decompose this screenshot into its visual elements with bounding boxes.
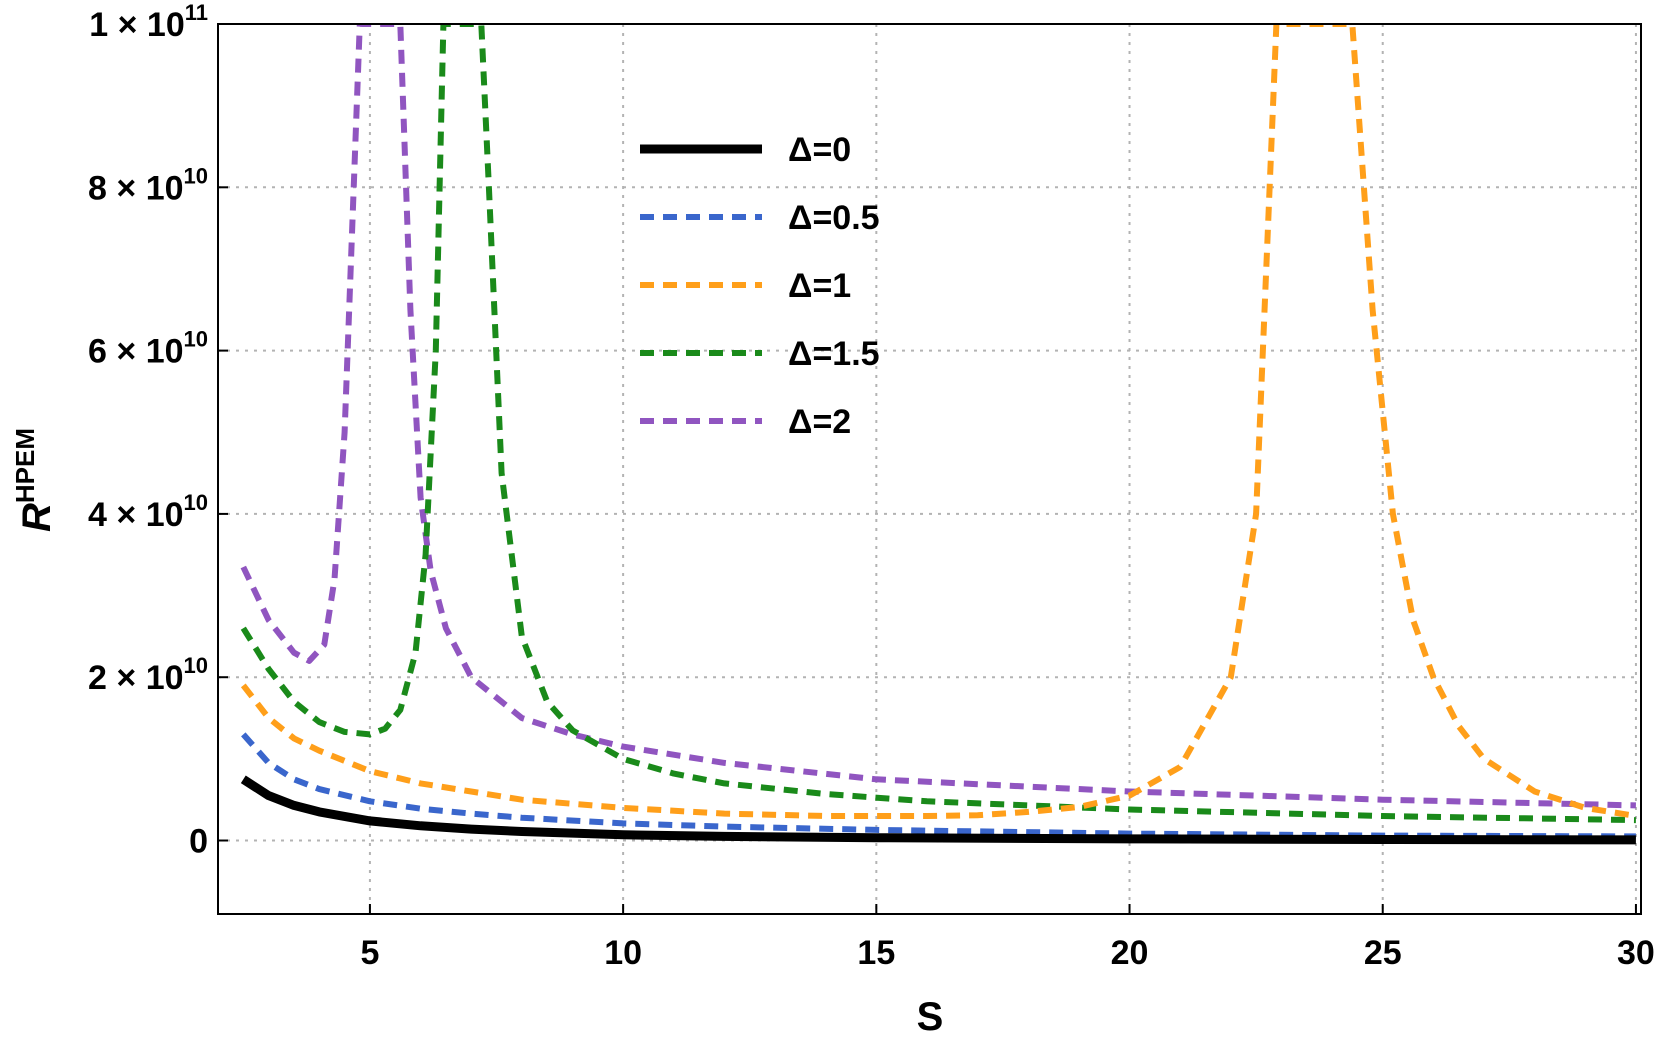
y-axis-ticks: 0 2 × 1010 4 × 1010 6 × 1010 8 × 1010 1 × 101… <box>88 0 228 861</box>
series-line-0 <box>240 775 1636 845</box>
series-line-3 <box>240 24 1636 824</box>
plot-frame <box>217 23 1642 915</box>
y-axis-label-main: R <box>15 503 59 532</box>
x-tick-label: 25 <box>1364 934 1402 972</box>
legend-label-4: Δ=2 <box>788 403 851 441</box>
x-tick-label: 10 <box>604 934 642 972</box>
legend-label-3: Δ=1.5 <box>788 335 880 373</box>
legend-label-1: Δ=0.5 <box>788 199 880 237</box>
y-tick-label: 4 × 1010 <box>88 490 208 534</box>
x-tick-label: 5 <box>360 934 379 972</box>
y-tick-label: 0 <box>189 823 208 861</box>
series-line-2 <box>240 24 1637 819</box>
x-tick-label: 15 <box>857 934 895 972</box>
series-line-1 <box>241 732 1636 840</box>
y-tick-label: 2 × 1010 <box>88 653 208 697</box>
series-layer <box>240 24 1637 845</box>
x-tick-label: 30 <box>1617 934 1655 972</box>
x-tick-label: 20 <box>1111 934 1149 972</box>
y-axis-label: RHPEM <box>10 428 59 532</box>
legend: Δ=0 Δ=0.5 Δ=1 Δ=1.5 Δ=2 <box>640 131 880 441</box>
y-tick-label: 1 × 1011 <box>89 0 208 44</box>
x-axis-ticks: 5 10 15 20 25 30 <box>360 904 1655 972</box>
x-axis-label: S <box>917 995 944 1039</box>
y-tick-label: 6 × 1010 <box>88 327 208 371</box>
legend-label-0: Δ=0 <box>788 131 851 169</box>
series-line-4 <box>240 24 1636 809</box>
y-axis-label-superscript: HPEM <box>10 428 40 503</box>
y-tick-label: 8 × 1010 <box>88 163 208 207</box>
legend-label-2: Δ=1 <box>788 267 851 305</box>
